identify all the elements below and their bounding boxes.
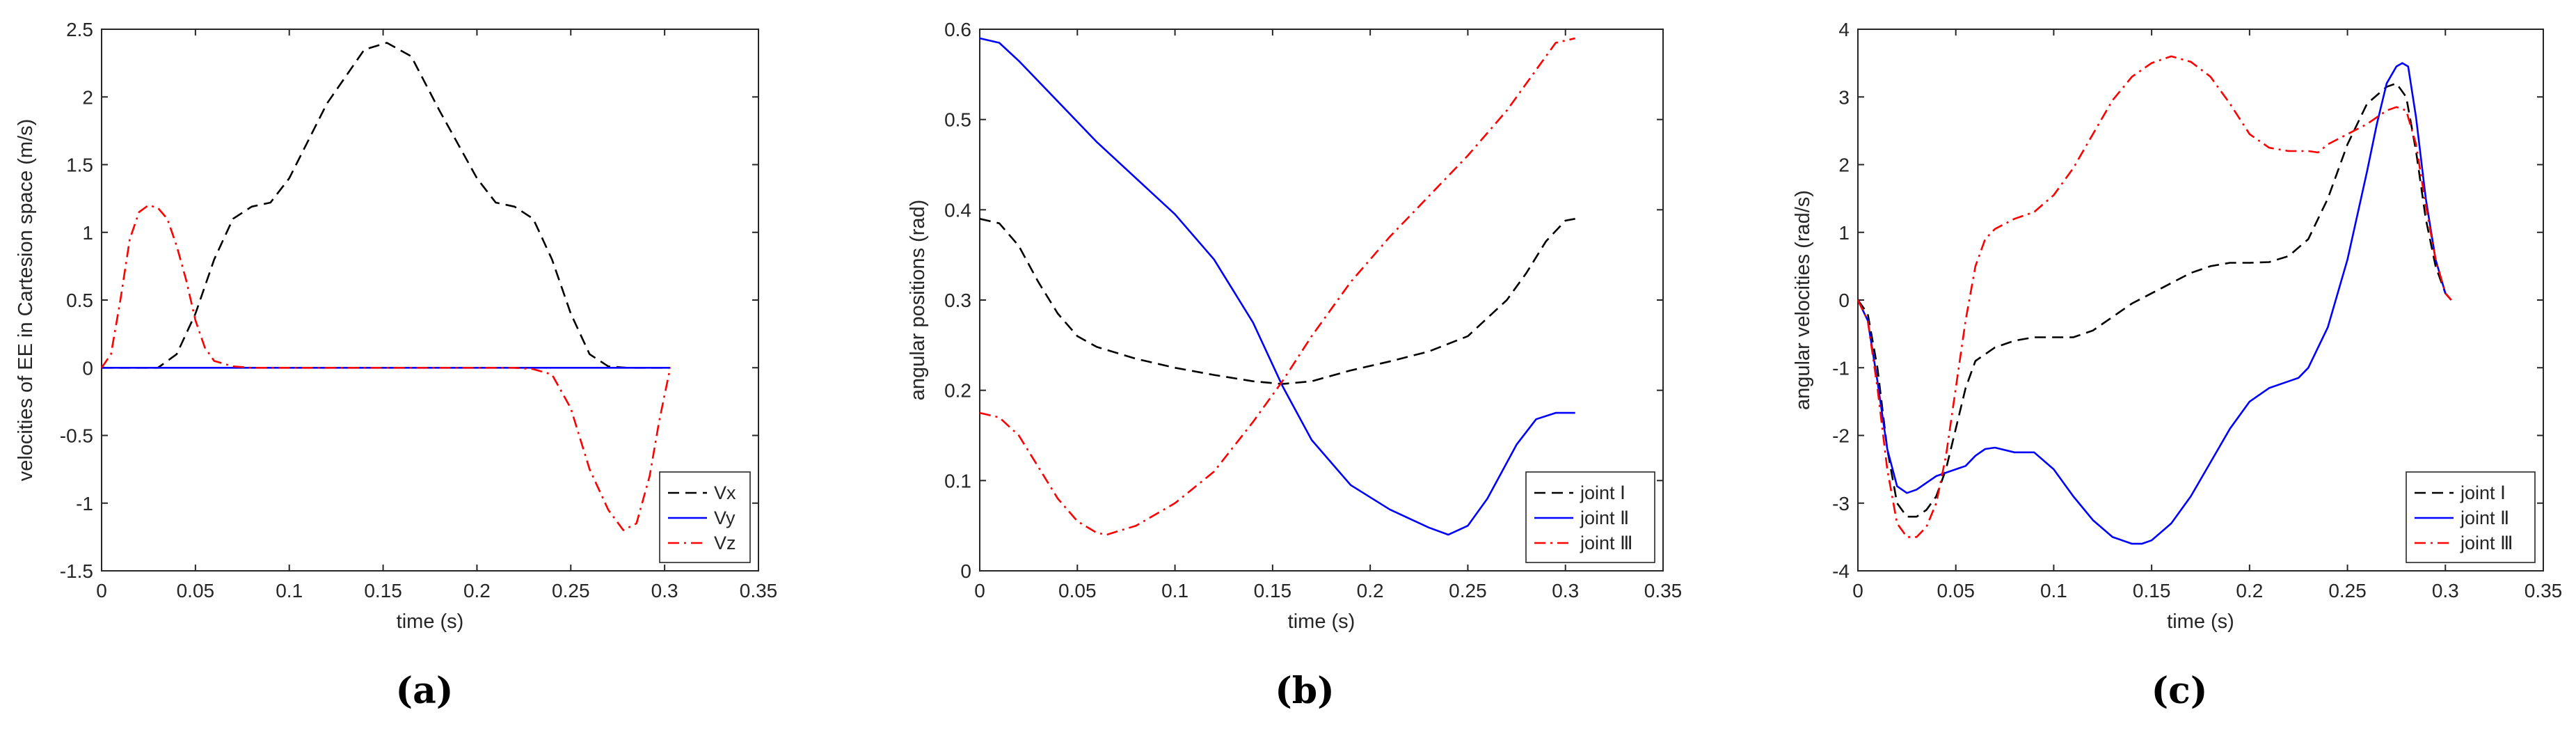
y-tick-label: 3 — [1838, 86, 1850, 108]
x-tick-label: 0.35 — [2525, 580, 2563, 601]
x-tick-label: 0.05 — [1058, 580, 1097, 601]
panel-caption: (a) — [396, 670, 454, 712]
chart-1: 0 0.05 0.1 0.15 0.2 0.25 0.3 0.35 -1.5 -1 -0.5 0 0.5… — [15, 19, 777, 712]
y-tick-label: 2 — [1838, 155, 1850, 176]
y-tick-label: 0.5 — [66, 290, 93, 311]
x-tick-label: 0 — [1852, 580, 1863, 601]
x-tick-label: 0.2 — [1357, 580, 1384, 601]
x-tick-label: 0.3 — [651, 580, 678, 601]
x-tick-label: 0.25 — [1449, 580, 1487, 601]
legend-label: joint Ⅰ — [1580, 482, 1625, 503]
x-axis-label: time (s) — [2167, 611, 2234, 633]
series-line-2 — [1857, 62, 2452, 545]
chart-2: 0 0.05 0.1 0.15 0.2 0.25 0.3 0.35 0 0.1 0.2 0.3 0.4 0… — [907, 19, 1682, 712]
x-tick-label: 0.25 — [552, 580, 590, 601]
legend-label: joint Ⅲ — [1580, 533, 1633, 553]
y-tick-label: 1.5 — [66, 155, 93, 176]
x-tick-label: 0.35 — [1644, 580, 1683, 601]
x-tick-label: 0.3 — [2432, 580, 2459, 601]
y-tick-label: 0.6 — [944, 19, 971, 40]
series-line-2 — [979, 37, 1575, 536]
legend-label: joint Ⅱ — [2460, 507, 2509, 528]
x-tick-label: 0.25 — [2328, 580, 2367, 601]
x-tick-label: 0 — [974, 580, 985, 601]
y-tick-label: -2 — [1832, 425, 1850, 447]
y-tick-label: 0.3 — [944, 290, 971, 311]
y-tick-label: 1 — [1838, 222, 1850, 244]
y-tick-label: -0.5 — [60, 425, 93, 447]
series-line-1 — [1857, 82, 2452, 518]
y-tick-label: 0.2 — [944, 380, 971, 402]
legend: joint Ⅰ joint Ⅱ joint Ⅲ — [1525, 471, 1655, 563]
legend: Vx Vy Vz — [659, 471, 751, 563]
x-tick-label: 0.15 — [364, 580, 402, 601]
series-line-3 — [1857, 55, 2452, 538]
series-line-3 — [100, 204, 671, 531]
y-tick-label: -3 — [1832, 493, 1850, 514]
legend: joint Ⅰ joint Ⅱ joint Ⅲ — [2406, 471, 2536, 563]
y-axis-label: angular velocities (rad/s) — [1792, 190, 1814, 410]
y-tick-label: -1 — [1832, 357, 1850, 379]
x-tick-label: 0.2 — [463, 580, 491, 601]
y-tick-label: 0.4 — [944, 199, 971, 221]
y-tick-label: 0 — [1838, 290, 1850, 311]
x-tick-label: 0.1 — [1161, 580, 1188, 601]
x-tick-label: 0.15 — [1254, 580, 1292, 601]
panel-caption: (c) — [2152, 670, 2208, 712]
x-axis-label: time (s) — [1288, 611, 1355, 633]
y-tick-label: 0.1 — [944, 470, 971, 491]
legend-label: Vy — [714, 507, 736, 528]
x-tick-label: 0.05 — [1937, 580, 1975, 601]
x-tick-label: 0.1 — [276, 580, 303, 601]
series-line-3 — [979, 37, 1575, 536]
y-tick-label: 0 — [82, 357, 93, 379]
y-tick-label: 0.5 — [944, 109, 971, 131]
legend-label: Vx — [714, 482, 736, 503]
series-line-1 — [979, 218, 1575, 385]
x-tick-label: 0.35 — [740, 580, 778, 601]
x-axis-label: time (s) — [397, 611, 464, 633]
legend-label: joint Ⅰ — [2460, 482, 2506, 503]
y-tick-label: 4 — [1838, 19, 1850, 40]
legend-label: joint Ⅲ — [2460, 533, 2513, 553]
y-tick-label: 1 — [82, 222, 93, 244]
panel-caption: (b) — [1275, 670, 1335, 712]
y-axis-label: velocities of EE in Cartesion space (m/s… — [15, 119, 37, 482]
x-tick-label: 0.05 — [177, 580, 215, 601]
x-tick-label: 0.1 — [2040, 580, 2067, 601]
x-tick-label: 0.3 — [1552, 580, 1579, 601]
x-tick-label: 0 — [96, 580, 107, 601]
series-line-1 — [102, 42, 671, 369]
legend-label: Vz — [714, 533, 736, 553]
x-tick-label: 0.2 — [2236, 580, 2263, 601]
x-tick-label: 0.15 — [2133, 580, 2171, 601]
y-tick-label: -1.5 — [60, 560, 93, 582]
legend-label: joint Ⅱ — [1580, 507, 1629, 528]
y-tick-label: -1 — [76, 493, 93, 514]
y-tick-label: 2.5 — [66, 19, 93, 40]
chart-3: 0 0.05 0.1 0.15 0.2 0.25 0.3 0.35 -4 -3 -2 -1 0 1 2 3 4 t… — [1792, 19, 2562, 712]
y-tick-label: 2 — [82, 86, 93, 108]
y-tick-label: -4 — [1832, 560, 1850, 582]
y-axis-label: angular positions (rad) — [907, 200, 929, 401]
y-tick-label: 0 — [960, 560, 971, 582]
